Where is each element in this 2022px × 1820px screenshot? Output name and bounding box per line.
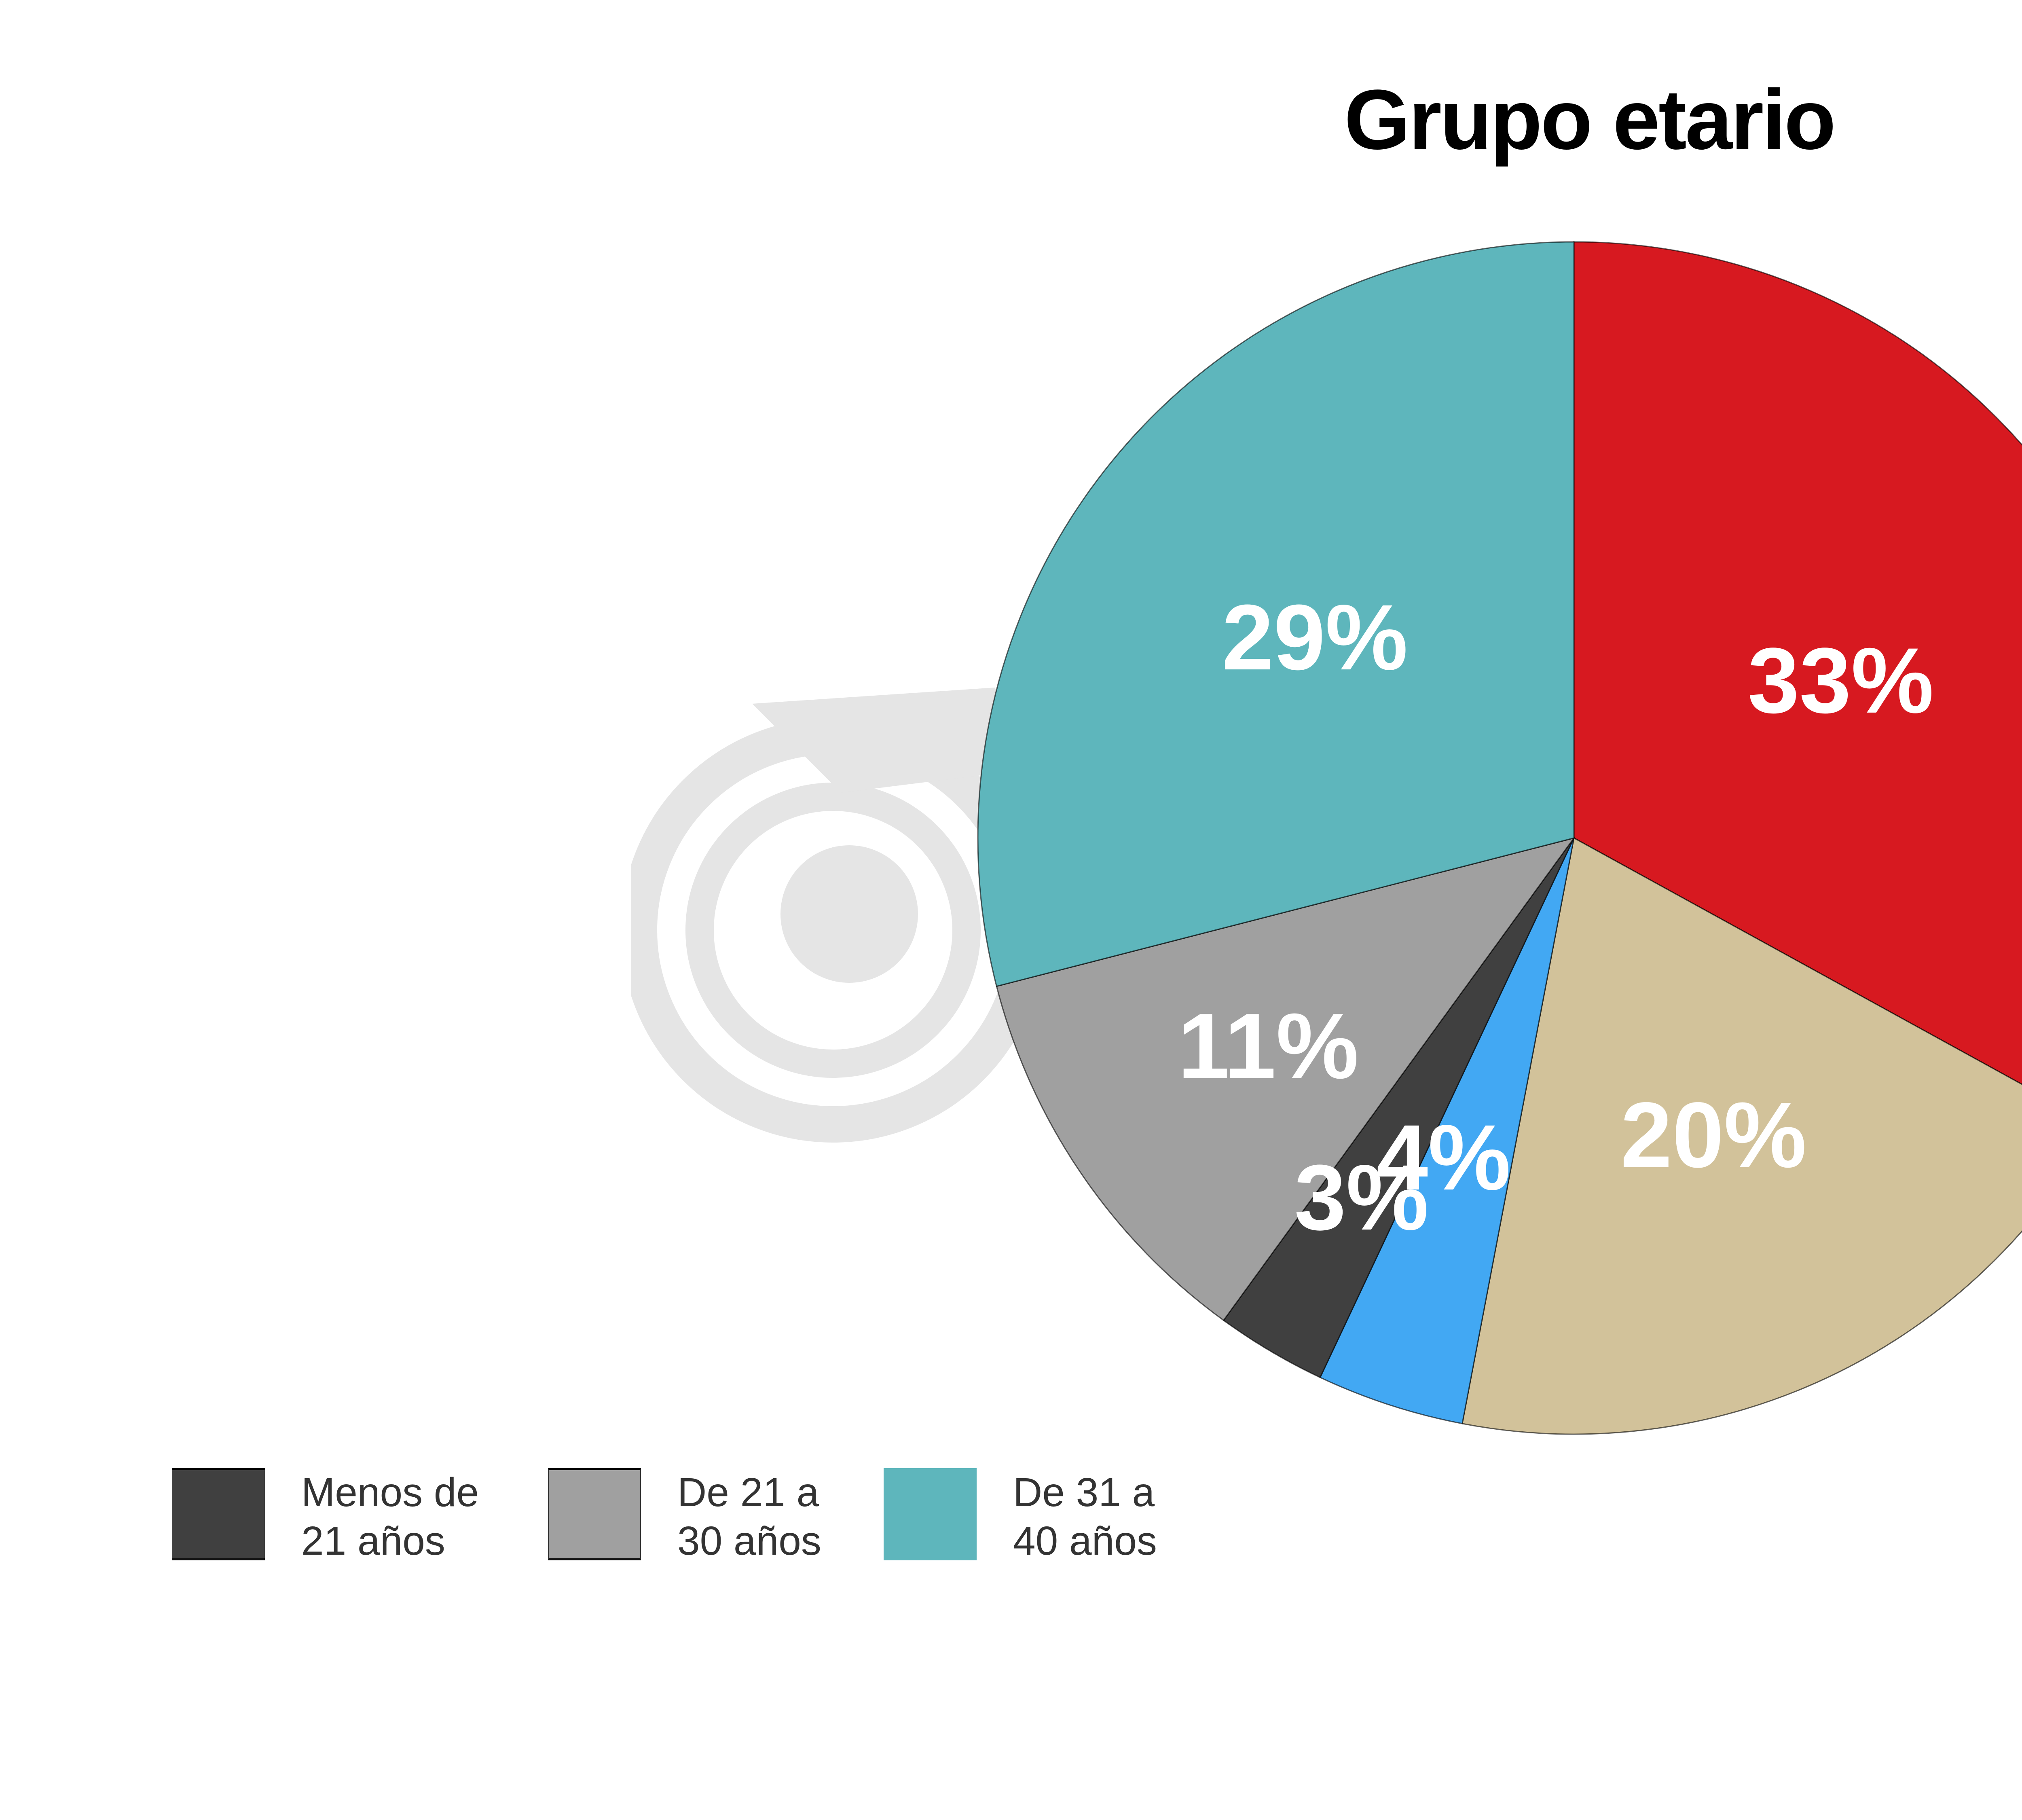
legend-label-21-30: De 21 a 30 años <box>677 1470 821 1564</box>
pie-slice <box>977 241 1575 987</box>
slice-data-label: 11% <box>1178 994 1359 1098</box>
pie-slice <box>1319 838 1575 1424</box>
legend-item-menos-21: Menos de 21 años <box>172 1468 479 1565</box>
slice-data-label: 4% <box>1376 1105 1510 1209</box>
slice-data-label: 20% <box>1620 1083 1806 1187</box>
slice-data-label: 3% <box>1294 1145 1429 1249</box>
legend-swatch-21-30 <box>548 1468 641 1560</box>
slice-data-label: 33% <box>1748 629 1934 732</box>
slice-data-label: 29% <box>1222 585 1408 689</box>
pie-slice <box>1223 838 1575 1378</box>
legend-label-31-40: De 31 a 40 años <box>1013 1470 1157 1564</box>
legend-swatch-31-40 <box>884 1468 977 1560</box>
legend-item-21-30: De 21 a 30 años <box>548 1468 821 1565</box>
pie-slice <box>996 837 1576 1321</box>
legend-label-menos-21: Menos de 21 años <box>301 1470 479 1564</box>
legend-item-31-40: De 31 a 40 años <box>884 1468 1157 1565</box>
chart-title: Grupo etario <box>1344 72 1836 167</box>
legend-swatch-menos-21 <box>172 1468 265 1560</box>
pie-slice <box>1462 837 2022 1435</box>
pie-slice <box>1573 241 2022 1085</box>
